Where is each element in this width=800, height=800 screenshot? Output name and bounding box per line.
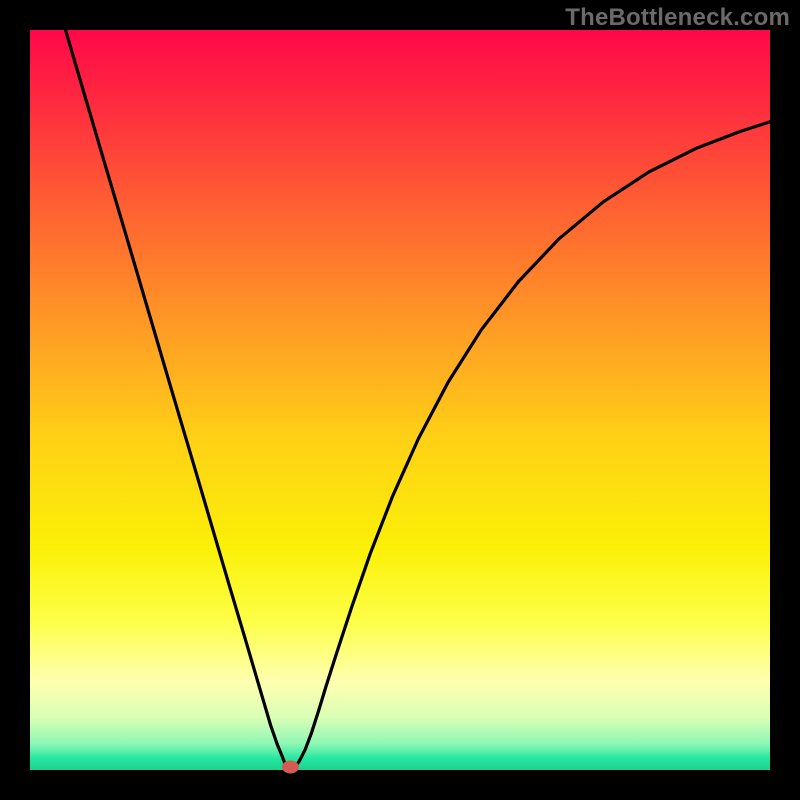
optimum-marker [282,761,298,773]
plot-background [30,30,770,770]
watermark-text: TheBottleneck.com [565,4,790,32]
bottleneck-chart [0,0,800,800]
chart-container: TheBottleneck.com [0,0,800,800]
